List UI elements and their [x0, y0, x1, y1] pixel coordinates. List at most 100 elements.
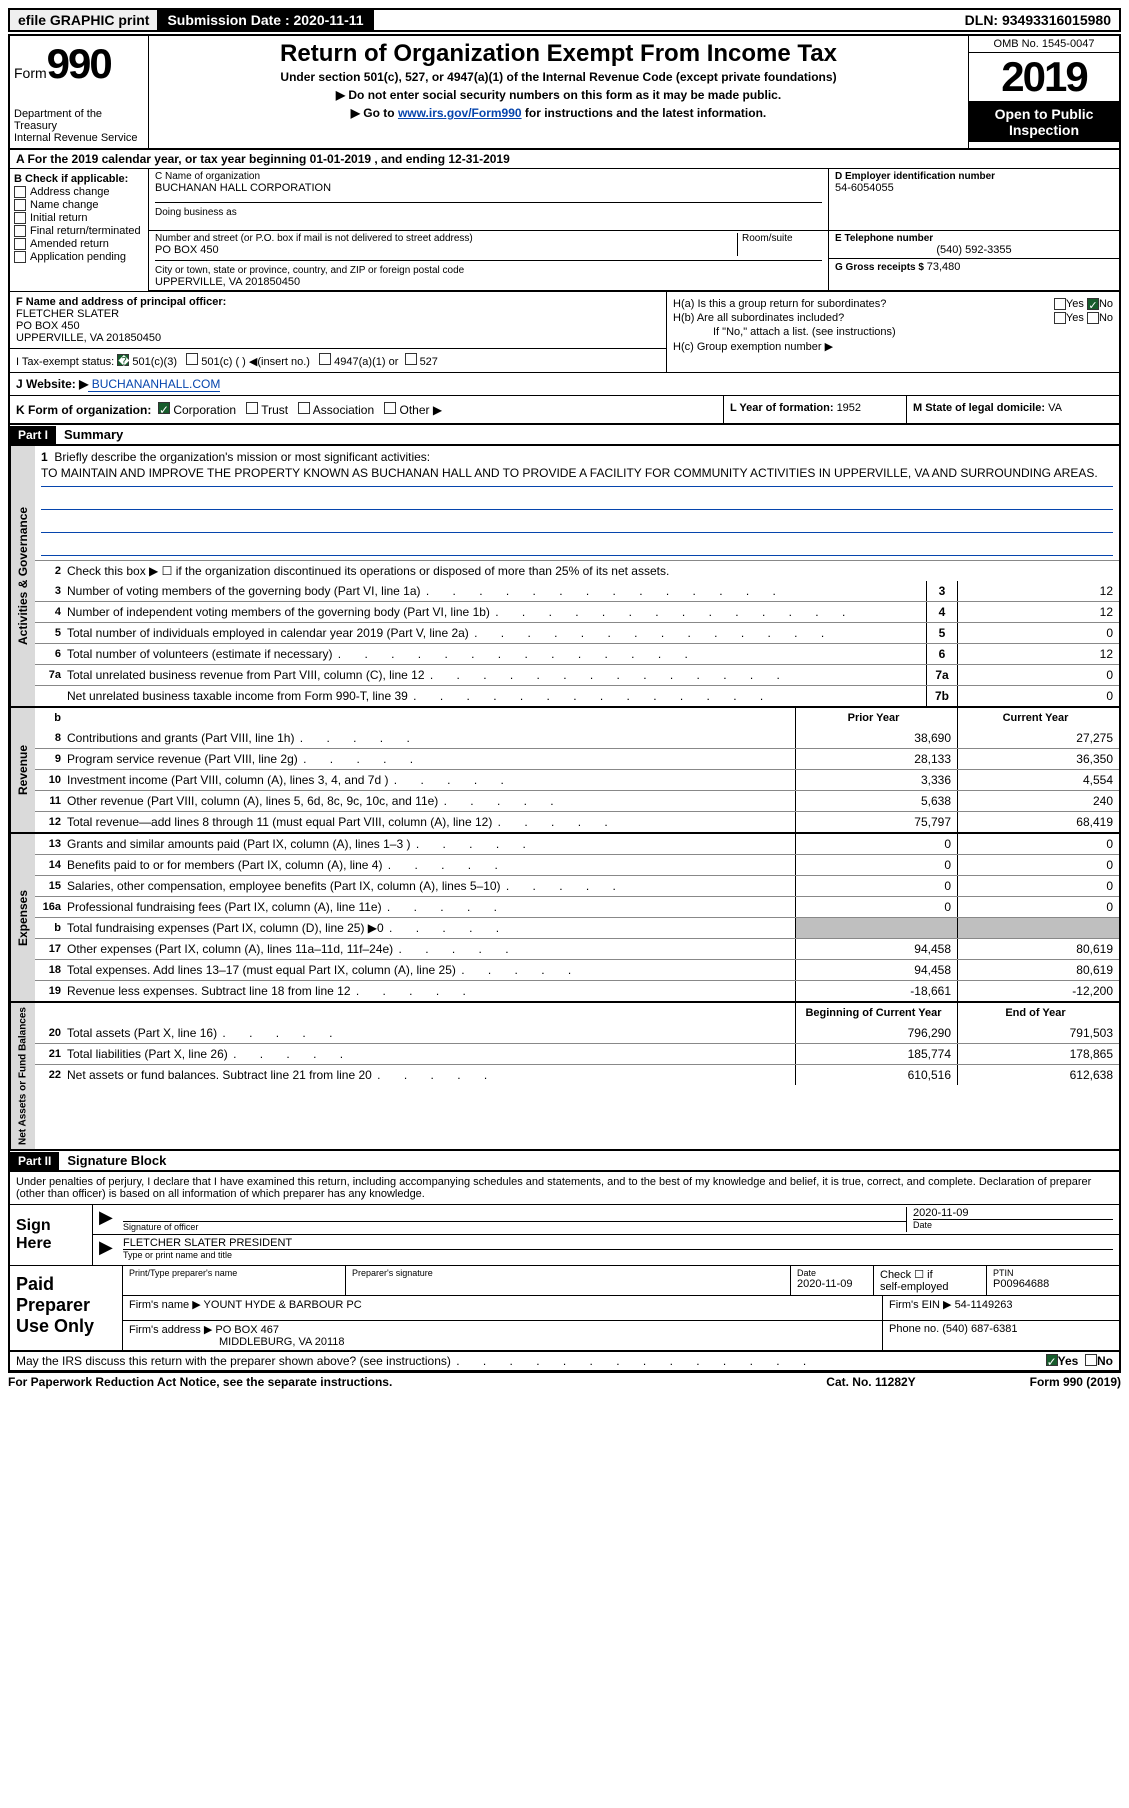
- form-title-block: Return of Organization Exempt From Incom…: [149, 36, 968, 148]
- row-a: A For the 2019 calendar year, or tax yea…: [10, 150, 1119, 169]
- line-value: 0: [957, 665, 1119, 685]
- form-title: Return of Organization Exempt From Incom…: [155, 40, 962, 68]
- chk-final[interactable]: [14, 225, 26, 237]
- table-row: b Total fundraising expenses (Part IX, c…: [35, 917, 1119, 938]
- hb-no[interactable]: [1087, 312, 1099, 324]
- officer-addr1: PO BOX 450: [16, 320, 660, 332]
- table-row: 18 Total expenses. Add lines 13–17 (must…: [35, 959, 1119, 980]
- suite-label: Room/suite: [737, 233, 822, 256]
- chk-527[interactable]: [405, 353, 417, 365]
- discuss-no[interactable]: [1085, 1354, 1097, 1366]
- officer-addr2: UPPERVILLE, VA 201850450: [16, 332, 660, 344]
- paid-preparer-label: Paid Preparer Use Only: [10, 1266, 123, 1350]
- prior-value: 0: [795, 855, 957, 875]
- table-row: 3 Number of voting members of the govern…: [35, 581, 1119, 601]
- hb-note: If "No," attach a list. (see instruction…: [673, 326, 1113, 338]
- discuss-yes[interactable]: ✓: [1046, 1354, 1058, 1366]
- line-value: 12: [957, 644, 1119, 664]
- chk-assoc[interactable]: [298, 402, 310, 414]
- sig-date-label: Date: [913, 1220, 1113, 1230]
- table-row: 10 Investment income (Part VIII, column …: [35, 769, 1119, 790]
- table-row: 22 Net assets or fund balances. Subtract…: [35, 1064, 1119, 1085]
- vtab-governance: Activities & Governance: [10, 446, 35, 706]
- b-header: B Check if applicable:: [14, 173, 144, 185]
- vtab-revenue: Revenue: [10, 708, 35, 832]
- cat-no: Cat. No. 11282Y: [771, 1375, 971, 1389]
- hc-label: H(c) Group exemption number ▶: [673, 340, 1113, 353]
- current-value: [957, 918, 1119, 938]
- table-row: 7a Total unrelated business revenue from…: [35, 664, 1119, 685]
- line-value: 12: [957, 581, 1119, 601]
- d-label: D Employer identification number: [835, 171, 1113, 182]
- chk-other[interactable]: [384, 402, 396, 414]
- chk-501c[interactable]: [186, 353, 198, 365]
- table-row: 5 Total number of individuals employed i…: [35, 622, 1119, 643]
- officer-name: FLETCHER SLATER: [16, 308, 660, 320]
- line-value: 12: [957, 602, 1119, 622]
- part-ii-header: Part II Signature Block: [10, 1151, 1119, 1172]
- section-l: L Year of formation: 1952: [723, 396, 906, 423]
- current-value: 240: [957, 791, 1119, 811]
- line-box: 4: [926, 602, 957, 622]
- vtab-expenses: Expenses: [10, 834, 35, 1001]
- dln: DLN: 93493316015980: [957, 10, 1119, 30]
- chk-trust[interactable]: [246, 402, 258, 414]
- prep-sig-label: Preparer's signature: [352, 1268, 784, 1278]
- table-row: Net unrelated business taxable income fr…: [35, 685, 1119, 706]
- website-link[interactable]: BUCHANANHALL.COM: [88, 377, 220, 392]
- end-year-hdr: End of Year: [957, 1003, 1119, 1023]
- table-row: 11 Other revenue (Part VIII, column (A),…: [35, 790, 1119, 811]
- ha-no[interactable]: ✓: [1087, 298, 1099, 310]
- current-value: 0: [957, 834, 1119, 854]
- prior-value: 28,133: [795, 749, 957, 769]
- c-label: C Name of organization: [155, 171, 822, 182]
- city-label: City or town, state or province, country…: [155, 265, 822, 276]
- prior-value: 5,638: [795, 791, 957, 811]
- chk-corp[interactable]: ✓: [158, 402, 170, 414]
- current-value: 612,638: [957, 1065, 1119, 1085]
- f-label: F Name and address of principal officer:: [16, 296, 660, 308]
- prior-value: 38,690: [795, 728, 957, 748]
- section-k: K Form of organization: ✓ Corporation Tr…: [10, 396, 723, 423]
- tax-year: 2019: [969, 53, 1119, 102]
- table-row: 14 Benefits paid to or for members (Part…: [35, 854, 1119, 875]
- section-j: J Website: ▶ BUCHANANHALL.COM: [10, 373, 1119, 396]
- ha-yes[interactable]: [1054, 298, 1066, 310]
- chk-address[interactable]: [14, 186, 26, 198]
- current-value: -12,200: [957, 981, 1119, 1001]
- addr-street: PO BOX 450: [155, 244, 737, 256]
- current-value: 80,619: [957, 960, 1119, 980]
- sig-declaration: Under penalties of perjury, I declare th…: [10, 1172, 1119, 1205]
- self-emp-1: Check ☐ if: [880, 1268, 980, 1281]
- chk-name[interactable]: [14, 199, 26, 211]
- prior-value: [795, 918, 957, 938]
- open-public: Open to Public Inspection: [969, 102, 1119, 142]
- officer-print-name: FLETCHER SLATER PRESIDENT: [123, 1237, 1113, 1250]
- g-label: G Gross receipts $: [835, 262, 927, 273]
- chk-initial[interactable]: [14, 212, 26, 224]
- chk-amended[interactable]: [14, 238, 26, 250]
- hb-yes[interactable]: [1054, 312, 1066, 324]
- efile-print-btn[interactable]: efile GRAPHIC print: [10, 10, 159, 30]
- line-value: 0: [957, 686, 1119, 706]
- current-value: 68,419: [957, 812, 1119, 832]
- chk-501c3[interactable]: �✓: [117, 354, 129, 366]
- addr-label: Number and street (or P.O. box if mail i…: [155, 233, 737, 244]
- prior-value: 185,774: [795, 1044, 957, 1064]
- table-row: 8 Contributions and grants (Part VIII, l…: [35, 728, 1119, 748]
- prior-value: 0: [795, 897, 957, 917]
- firm-phone: (540) 687-6381: [942, 1323, 1017, 1335]
- ha-label: H(a) Is this a group return for subordin…: [673, 298, 1054, 310]
- print-name-label: Type or print name and title: [123, 1250, 1113, 1260]
- form-subtitle-3: ▶ Go to www.irs.gov/Form990 for instruct…: [155, 106, 962, 120]
- vtab-net: Net Assets or Fund Balances: [10, 1003, 35, 1149]
- sig-arrow-icon-2: ▶: [99, 1237, 123, 1260]
- prior-value: -18,661: [795, 981, 957, 1001]
- irs-link[interactable]: www.irs.gov/Form990: [398, 106, 522, 120]
- table-row: 12 Total revenue—add lines 8 through 11 …: [35, 811, 1119, 832]
- current-value: 36,350: [957, 749, 1119, 769]
- e-label: E Telephone number: [835, 233, 1113, 244]
- chk-pending[interactable]: [14, 251, 26, 263]
- chk-4947[interactable]: [319, 353, 331, 365]
- form-990: Form990 Department of the Treasury Inter…: [8, 34, 1121, 1373]
